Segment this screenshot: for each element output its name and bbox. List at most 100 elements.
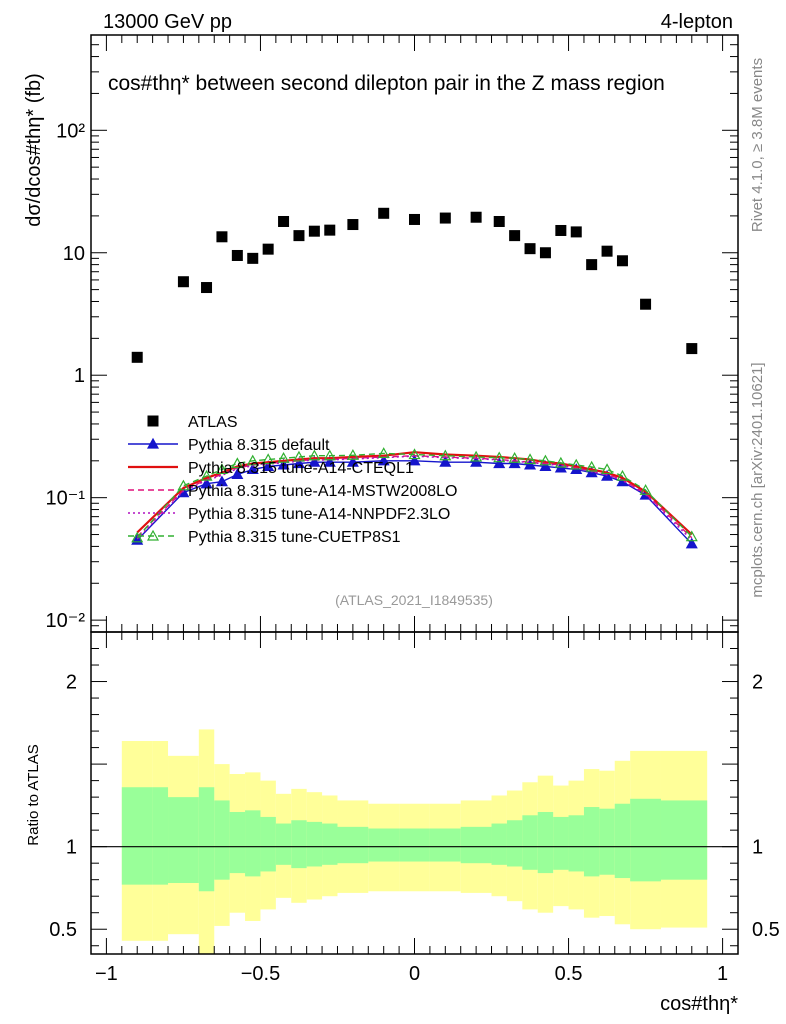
data-point-10	[324, 224, 336, 236]
data-point-6	[262, 243, 274, 255]
ratio-band-green-3	[198, 787, 215, 892]
mc-marker-4-19	[539, 454, 552, 466]
data-point-8	[293, 230, 305, 242]
x-tick-label-3: 0.5	[555, 963, 583, 985]
mc-marker-0-19	[539, 460, 552, 472]
analysis-label: (ATLAS_2021_I1849535)	[335, 592, 493, 608]
mc-marker-0-6	[262, 460, 275, 472]
ratio-band-green-24	[599, 808, 615, 875]
mc-prediction-lines	[131, 447, 698, 549]
ratio-band-green-1	[152, 787, 169, 885]
mc-marker-4-17	[508, 451, 521, 463]
ratio-band-green-21	[553, 816, 569, 870]
mc-marker-4-10	[323, 449, 336, 461]
x-tick-label-0: −1	[95, 963, 118, 985]
mc-marker-4-5	[246, 454, 259, 466]
ratio-band-green-0	[121, 787, 153, 885]
data-point-3	[216, 231, 228, 243]
ratio-band-green-12	[337, 826, 369, 864]
data-point-12	[378, 207, 390, 219]
data-point-17	[509, 230, 521, 242]
x-tick-label-4: 1	[717, 963, 728, 985]
data-point-19	[539, 247, 551, 259]
mc-marker-4-14	[439, 449, 452, 461]
data-point-23	[601, 245, 613, 257]
mc-marker-4-22	[585, 460, 598, 472]
legend-label-5: Pythia 8.315 tune-CUETP8S1	[188, 529, 401, 546]
legend-label-0: ATLAS	[188, 414, 238, 431]
ratio-band-green-19	[522, 815, 538, 870]
mc-line-4	[136, 452, 693, 539]
mc-marker-0-16	[493, 457, 506, 469]
mc-marker-4-0	[131, 531, 144, 543]
data-point-5	[247, 252, 259, 264]
rivet-version-label: Rivet 4.1.0, ≥ 3.8M events	[749, 58, 766, 232]
mc-marker-0-12	[377, 454, 390, 466]
mc-marker-0-4	[231, 468, 244, 479]
plot-title: cos#thη* between second dilepton pair in…	[108, 72, 665, 95]
data-point-22	[586, 259, 598, 271]
mc-marker-0-10	[323, 455, 336, 467]
main-y-tick-label-1: 10⁻¹	[46, 488, 86, 510]
mc-marker-4-3	[215, 463, 228, 475]
ratio-uncertainty-bands	[121, 729, 708, 954]
ratio-band-green-5	[229, 811, 246, 874]
legend-marker-4	[146, 529, 160, 541]
legend-marker-0	[146, 437, 160, 449]
data-point-24	[616, 255, 628, 267]
mc-marker-0-2	[200, 477, 213, 489]
mc-marker-4-11	[346, 449, 359, 460]
channel-label: 4-lepton	[661, 11, 733, 33]
ratio-band-green-20	[537, 811, 554, 874]
data-point-26	[686, 343, 698, 355]
data-point-4	[231, 249, 243, 261]
legend-label-1: Pythia 8.315 default	[188, 437, 330, 454]
data-point-25	[640, 298, 652, 310]
ratio-band-green-14	[399, 828, 430, 862]
x-ticks: −1 −0.5 0 0.5 1	[90, 35, 739, 985]
mc-marker-0-3	[215, 475, 228, 487]
data-point-20	[555, 224, 567, 236]
ratio-band-green-15	[429, 828, 461, 862]
mc-marker-0-26	[685, 537, 698, 549]
energy-label: 13000 GeV pp	[103, 11, 232, 33]
ratio-band-green-25	[614, 803, 631, 879]
data-point-13	[409, 213, 420, 225]
mc-marker-0-7	[277, 458, 290, 470]
mc-marker-0-9	[308, 455, 321, 467]
mc-marker-4-6	[262, 453, 275, 465]
data-point-14	[439, 212, 451, 224]
main-y-axis-label: dσ/dcos#thη* (fb)	[23, 73, 45, 227]
mc-marker-4-26	[685, 530, 698, 542]
ratio-y-tick-label-0: 0.5	[49, 919, 77, 941]
data-point-11	[347, 219, 359, 231]
ratio-band-green-4	[214, 800, 230, 880]
data-point-7	[278, 215, 290, 227]
mc-marker-4-12	[377, 447, 390, 458]
mc-marker-4-2	[200, 469, 213, 481]
mc-marker-4-7	[277, 451, 290, 463]
ratio-y-tick-label-2: 2	[66, 672, 77, 694]
mc-marker-0-8	[292, 457, 305, 469]
mc-marker-4-21	[570, 458, 583, 470]
x-tick-label-1: −0.5	[241, 963, 280, 985]
ratio-band-green-27	[660, 800, 708, 880]
ratio-y-tick-label-1: 1	[66, 837, 77, 859]
ratio-band-green-10	[306, 821, 323, 867]
atlas-data-points	[131, 207, 698, 363]
ratio-band-green-22	[568, 815, 584, 872]
ratio-band-green-11	[322, 823, 338, 865]
mc-line-1	[136, 451, 693, 536]
mc-marker-4-18	[524, 453, 537, 465]
ratio-y-ticks: 0.5 0.5 1 1 2 2	[49, 631, 780, 947]
main-y-tick-label-2: 1	[74, 365, 85, 387]
ratio-band-green-18	[506, 820, 523, 867]
ratio-y-tick-label-right-1: 1	[752, 837, 763, 859]
ratio-band-green-17	[491, 823, 507, 865]
ratio-band-green-6	[245, 810, 261, 877]
mc-marker-4-25	[639, 484, 652, 495]
mc-marker-4-23	[601, 463, 614, 475]
ratio-y-axis-label: Ratio to ATLAS	[25, 744, 42, 845]
ratio-y-tick-label-right-2: 2	[752, 672, 763, 694]
